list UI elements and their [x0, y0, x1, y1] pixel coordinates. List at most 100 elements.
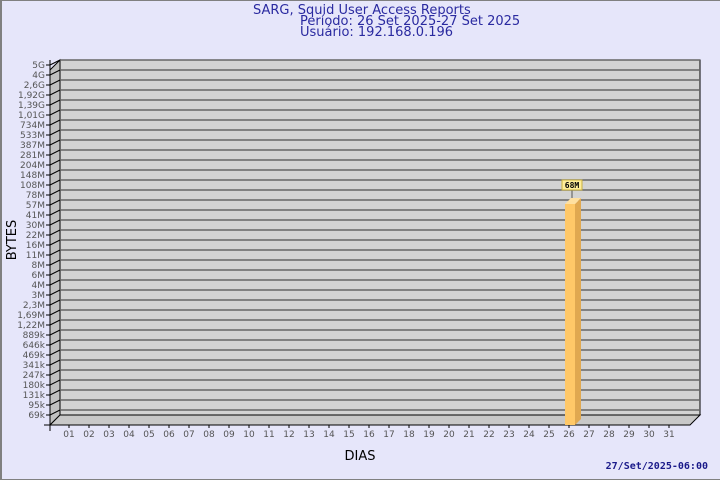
- y-tick-depth: [49, 369, 61, 376]
- y-tick-label: 1,22M: [17, 321, 45, 331]
- x-tick-label: 03: [103, 430, 114, 440]
- x-tick-label: 11: [263, 430, 274, 440]
- y-tick-depth: [49, 219, 61, 226]
- y-tick-label: 1,01G: [18, 111, 45, 121]
- plot-floor: [48, 414, 702, 426]
- x-tick-label: 20: [443, 430, 455, 440]
- y-tick-label: 341k: [23, 361, 46, 371]
- x-tick-label: 06: [163, 430, 175, 440]
- y-tick-label: 8M: [32, 261, 46, 271]
- plot-back-panel: [59, 59, 701, 416]
- y-tick-label: 4G: [32, 71, 45, 81]
- x-tick-label: 13: [303, 430, 314, 440]
- y-tick-depth: [49, 139, 61, 146]
- x-tick-label: 26: [563, 430, 575, 440]
- x-tick-label: 29: [623, 430, 635, 440]
- y-tick-depth: [49, 279, 61, 286]
- y-tick-label: 131k: [23, 391, 46, 401]
- bar-label-box: [561, 179, 583, 191]
- report-timestamp: 27/Set/2025-06:00: [605, 461, 708, 472]
- chart-title: SARG, Squid User Access Reports: [253, 3, 471, 18]
- y-tick-depth: [49, 169, 61, 176]
- y-tick-depth: [49, 229, 61, 236]
- y-tick-depth: [49, 409, 61, 416]
- y-tick-label: 387M: [20, 141, 45, 151]
- x-tick-label: 25: [543, 430, 554, 440]
- x-tick-label: 02: [83, 430, 94, 440]
- y-tick-depth: [49, 129, 61, 136]
- y-tick-label: 6M: [32, 271, 46, 281]
- y-tick-depth: [49, 319, 61, 326]
- x-tick-label: 14: [323, 430, 335, 440]
- y-tick-label: 95k: [28, 401, 45, 411]
- y-tick-label: 3M: [32, 291, 46, 301]
- x-tick-label: 01: [63, 430, 74, 440]
- bar-side: [575, 198, 581, 425]
- y-tick-label: 1,39G: [18, 101, 45, 111]
- y-tick-label: 646k: [23, 341, 46, 351]
- x-tick-label: 10: [243, 430, 255, 440]
- y-tick-label: 180k: [23, 381, 46, 391]
- y-tick-label: 1,69M: [17, 311, 45, 321]
- y-tick-label: 78M: [26, 191, 45, 201]
- x-tick-label: 07: [183, 430, 194, 440]
- x-tick-label: 16: [363, 430, 375, 440]
- y-tick-depth: [49, 379, 61, 386]
- x-tick-label: 08: [203, 430, 215, 440]
- bar-value-label: 68M: [565, 181, 580, 190]
- x-tick-label: 27: [583, 430, 594, 440]
- y-tick-label: 22M: [26, 231, 45, 241]
- y-tick-depth: [49, 269, 61, 276]
- y-tick-depth: [49, 389, 61, 396]
- y-tick-depth: [49, 119, 61, 126]
- y-tick-depth: [49, 199, 61, 206]
- x-tick-label: 24: [523, 430, 535, 440]
- y-tick-depth: [49, 59, 61, 66]
- y-tick-depth: [49, 399, 61, 406]
- y-tick-depth: [49, 209, 61, 216]
- y-tick-label: 533M: [20, 131, 45, 141]
- y-tick-label: 16M: [26, 241, 45, 251]
- y-tick-depth: [49, 99, 61, 106]
- y-tick-label: 57M: [26, 201, 45, 211]
- y-tick-depth: [49, 249, 61, 256]
- y-tick-label: 1,92G: [18, 91, 45, 101]
- y-tick-depth: [49, 259, 61, 266]
- y-tick-depth: [49, 189, 61, 196]
- y-tick-depth: [49, 299, 61, 306]
- x-tick-label: 23: [503, 430, 514, 440]
- y-tick-label: 469k: [23, 351, 46, 361]
- x-tick-label: 31: [663, 430, 674, 440]
- y-tick-label: 2,6G: [24, 81, 45, 91]
- y-tick-depth: [49, 109, 61, 116]
- bar: [565, 204, 575, 425]
- y-tick-label: 734M: [20, 121, 45, 131]
- user-text: Usuário: 192.168.0.196: [300, 25, 454, 40]
- y-tick-depth: [49, 149, 61, 156]
- y-tick-depth: [49, 289, 61, 296]
- y-tick-depth: [49, 79, 61, 86]
- period-text: Período: 26 Set 2025-27 Set 2025: [300, 14, 521, 29]
- x-tick-label: 12: [283, 430, 294, 440]
- bar-top: [565, 198, 581, 204]
- x-tick-label: 30: [643, 430, 655, 440]
- y-tick-label: 5G: [32, 61, 45, 71]
- y-tick-label: 41M: [26, 211, 45, 221]
- y-tick-depth: [49, 89, 61, 96]
- y-tick-depth: [49, 179, 61, 186]
- y-tick-depth: [49, 349, 61, 356]
- x-tick-label: 18: [403, 430, 415, 440]
- x-tick-label: 19: [423, 430, 435, 440]
- y-tick-label: 148M: [20, 171, 45, 181]
- x-tick-label: 17: [383, 430, 394, 440]
- y-tick-label: 4M: [32, 281, 46, 291]
- y-tick-label: 204M: [20, 161, 45, 171]
- x-tick-label: 15: [343, 430, 354, 440]
- y-tick-depth: [49, 329, 61, 336]
- y-tick-depth: [49, 309, 61, 316]
- y-tick-label: 281M: [20, 151, 45, 161]
- y-tick-label: 889k: [23, 331, 46, 341]
- x-tick-label: 04: [123, 430, 135, 440]
- y-tick-label: 69k: [28, 411, 45, 421]
